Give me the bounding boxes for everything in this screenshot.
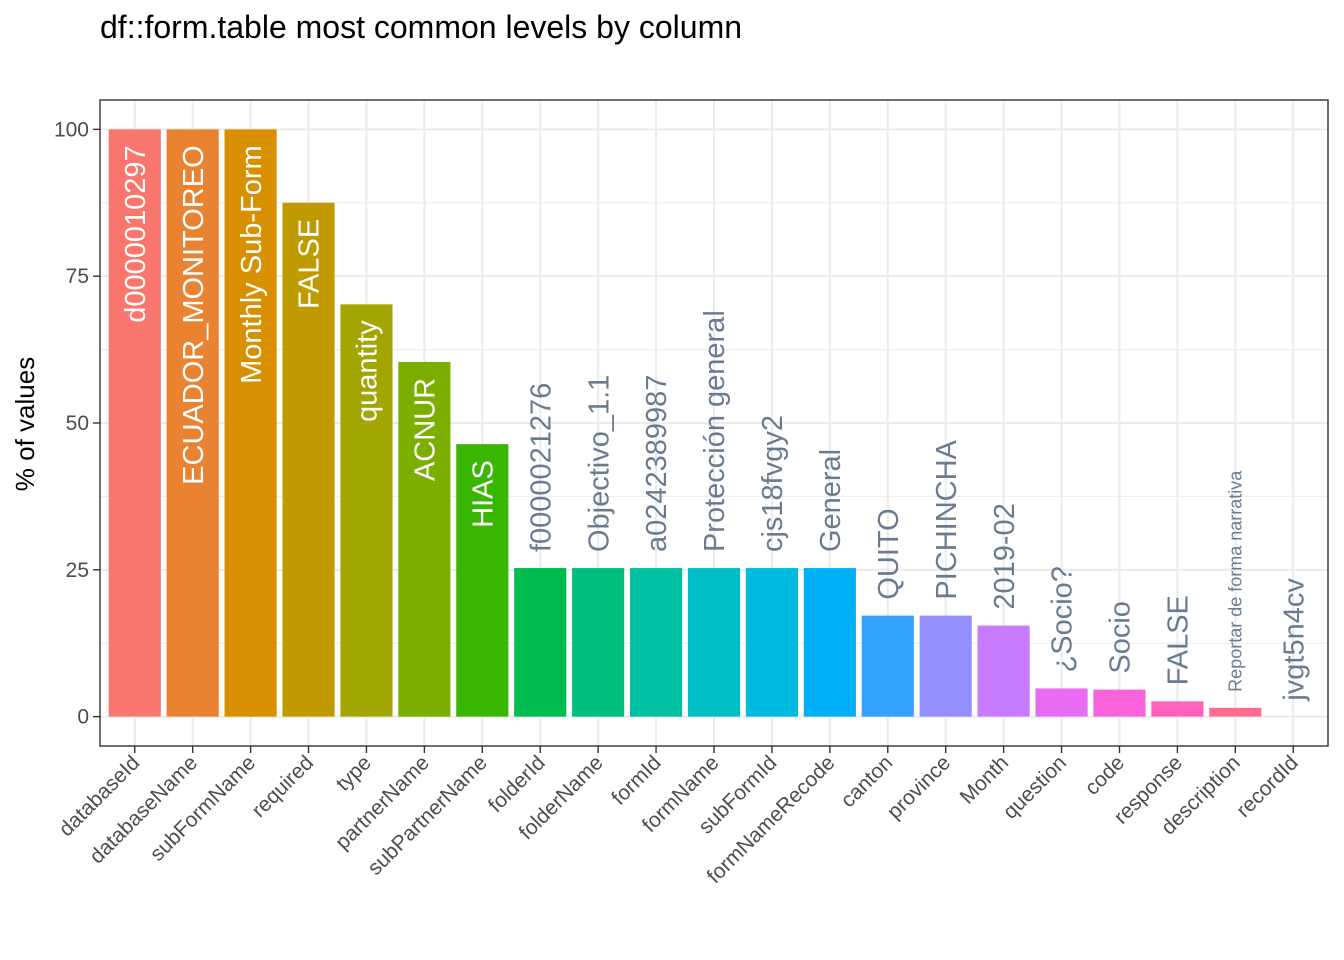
bar — [224, 129, 277, 717]
x-axis: databaseIddatabaseNamesubFormNamerequire… — [55, 746, 1303, 888]
bar — [1151, 701, 1204, 717]
bar-labels: d0000010297 ECUADOR_MONITOREO Monthly Sub-… — [120, 145, 1310, 701]
y-tick-label: 25 — [66, 559, 89, 582]
bar-label: ¿Socio? — [1047, 566, 1079, 672]
bar-label: ECUADOR_MONITOREO — [178, 145, 210, 484]
bar-label: f0000021276 — [525, 383, 557, 552]
bar-label: General — [815, 449, 847, 552]
bar — [572, 568, 625, 717]
bar-label: Socio — [1105, 601, 1137, 674]
bar-label: d0000010297 — [120, 145, 152, 322]
y-axis-title: % of values — [10, 357, 40, 491]
bar — [108, 129, 161, 717]
x-tick-label: question — [999, 751, 1071, 823]
bar-label: Objectivo_1.1 — [583, 375, 615, 552]
bar — [803, 568, 856, 717]
bar — [1035, 688, 1088, 717]
x-tick-label: subFormName — [146, 751, 260, 865]
bars — [108, 129, 1262, 717]
bar — [456, 444, 509, 717]
bar-label: cjs18fvgy2 — [757, 415, 789, 552]
bar — [977, 625, 1030, 717]
x-tick-label: required — [247, 751, 318, 822]
x-tick-label: province — [883, 751, 955, 823]
bar — [687, 568, 741, 717]
bar — [340, 304, 393, 717]
bar-label: FALSE — [1163, 595, 1195, 685]
y-tick-label: 100 — [54, 118, 89, 141]
y-tick-label: 75 — [66, 265, 89, 288]
bar-label: Monthly Sub-Form — [236, 145, 268, 384]
bar — [166, 129, 219, 717]
x-tick-label: type — [332, 751, 376, 795]
bar-label: quantity — [352, 320, 384, 422]
bar — [1209, 707, 1262, 717]
bar — [282, 202, 335, 717]
bar-label: Protección general — [699, 310, 731, 552]
bar-label: 2019-02 — [989, 503, 1021, 609]
bar-label: ACNUR — [410, 378, 442, 481]
x-tick-label: recordId — [1232, 751, 1303, 822]
bar — [861, 615, 914, 717]
bar-label: Reportar de forma narrativa — [1226, 470, 1246, 692]
y-tick-label: 50 — [66, 412, 89, 435]
x-tick-label: code — [1081, 751, 1129, 799]
bar — [514, 568, 567, 717]
y-tick-label: 0 — [77, 706, 89, 729]
bar-label: PICHINCHA — [931, 439, 963, 599]
chart-title: df::form.table most common levels by col… — [100, 9, 742, 45]
bar — [919, 615, 972, 717]
bar-label: jvgt5n4cv — [1278, 578, 1310, 702]
bar — [630, 568, 683, 717]
bar-label: a0242389987 — [641, 375, 673, 552]
bar — [398, 361, 451, 717]
bar-label: HIAS — [467, 460, 499, 528]
bar-label: FALSE — [294, 219, 326, 309]
bar-label: QUITO — [873, 508, 905, 599]
y-axis: 0 25 50 75 100 — [54, 118, 100, 729]
bar — [1093, 689, 1146, 717]
bar — [745, 568, 798, 717]
